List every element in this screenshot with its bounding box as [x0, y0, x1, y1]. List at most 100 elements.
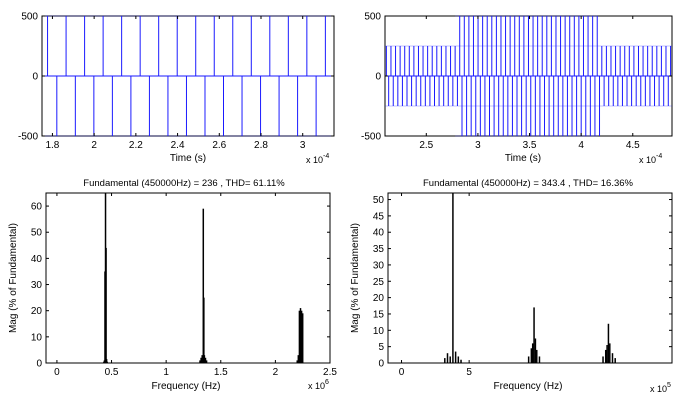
x-tick-label: 3 [475, 140, 481, 151]
x-tick-label: 1.8 [45, 140, 59, 151]
plot-area [45, 192, 331, 364]
spectrum-bar [106, 361, 108, 363]
y-tick-label: 20 [31, 306, 43, 317]
spectrum-bar [297, 355, 300, 363]
panel-bottom-left: Fundamental (450000Hz) = 236 , THD= 61.1… [8, 178, 337, 392]
panel-bottom-right: Fundamental (450000Hz) = 343.4 , THD= 16… [350, 178, 673, 394]
x-tick-label: 2.5 [419, 140, 433, 151]
x-tick-label: 2 [91, 140, 97, 151]
y-tick-label: 40 [373, 228, 385, 239]
spectrum-bar [536, 349, 538, 363]
spectrum-bar [533, 307, 535, 363]
y-tick-label: 30 [31, 280, 43, 291]
y-tick-label: 25 [373, 277, 385, 288]
spectrum-bar [444, 358, 446, 363]
x-tick-label: 2.2 [129, 140, 143, 151]
x-tick-label: 1.5 [214, 367, 228, 378]
spectrum-bar [609, 343, 611, 363]
spectrum-bar [460, 359, 462, 363]
y-tick-label: 10 [31, 332, 43, 343]
spectrum-bar [602, 356, 604, 363]
spectrum-bar [202, 208, 205, 363]
y-axis-label: Mag (% of Fundamental) [350, 223, 361, 333]
x-axis-label: Time (s) [170, 153, 206, 164]
y-tick-label: 15 [373, 309, 385, 320]
x-axis-label: Frequency (Hz) [152, 381, 221, 392]
y-tick-label: 500 [364, 12, 381, 23]
spectrum-bar [527, 356, 530, 363]
y-tick-label: 500 [21, 12, 38, 23]
x-tick-label: 0.5 [105, 367, 119, 378]
x-tick-label: 2.6 [212, 140, 226, 151]
spectrum-bar [296, 360, 298, 363]
chart-title: Fundamental (450000Hz) = 343.4 , THD= 16… [423, 178, 634, 189]
y-tick-label: 0 [375, 72, 381, 83]
plot-area [387, 192, 673, 364]
y-tick-label: -500 [18, 132, 38, 143]
x-axis-label: Frequency (Hz) [494, 381, 563, 392]
y-tick-label: 10 [373, 326, 385, 337]
spectrum-bar [201, 355, 203, 363]
x-tick-label: 0 [54, 367, 60, 378]
y-tick-label: 0 [378, 359, 384, 370]
spectrum-bar [604, 349, 607, 363]
y-tick-label: 50 [373, 195, 385, 206]
spectrum-bar [205, 360, 208, 363]
x-tick-label: 2 [273, 367, 279, 378]
x-tick-label: 2.5 [323, 367, 337, 378]
panel-top-left: 1.8 2 2.2 2.4 2.6 2.8 3 -500 0 500 Time (s) x 10-… [18, 12, 335, 165]
spectrum-bar [199, 360, 201, 363]
spectrum-bar [534, 338, 537, 363]
x-tick-label: 2.4 [171, 140, 185, 151]
x-multiplier: x 105 [650, 382, 671, 394]
y-tick-label: 40 [31, 254, 43, 265]
spectrum-bar [301, 313, 304, 363]
spectrum-bar [538, 356, 541, 363]
spectrum-bar [606, 345, 608, 363]
x-tick-label: 4 [578, 140, 584, 151]
y-tick-label: 60 [31, 202, 43, 213]
spectrum-bar [530, 348, 533, 363]
y-tick-label: -500 [361, 132, 381, 143]
axis-ticks: 0 0.5 1 1.5 2 2.5 0 10 20 30 40 50 60 [31, 193, 337, 378]
panel-top-right: 2.5 3 3.5 4 4.5 -500 0 500 Time (s) x 10-4 [361, 12, 673, 165]
x-tick-label: 1 [163, 367, 169, 378]
y-tick-label: 0 [32, 72, 38, 83]
spectrum-bars [444, 193, 616, 363]
spectrum-bar [203, 355, 206, 363]
chart-title: Fundamental (450000Hz) = 236 , THD= 61.1… [83, 178, 285, 189]
spectrum-bar [446, 353, 449, 363]
x-axis-label: Time (s) [505, 153, 541, 164]
y-tick-label: 30 [373, 260, 385, 271]
waveform-traces [385, 15, 672, 137]
axis-ticks: 1.8 2 2.2 2.4 2.6 2.8 3 -500 0 500 [18, 12, 334, 151]
x-tick-label: 3 [300, 140, 306, 151]
spectrum-bar [449, 356, 451, 363]
x-tick-label: 0 [399, 367, 405, 378]
y-tick-label: 50 [31, 228, 43, 239]
x-tick-label: 2.8 [254, 140, 268, 151]
spectrum-bar [200, 357, 202, 363]
spectrum-bar [452, 193, 454, 363]
spectrum-bar [457, 356, 460, 363]
spectrum-bar [298, 310, 301, 363]
spectrum-bar [611, 353, 614, 363]
spectrum-bar [531, 343, 534, 363]
y-tick-label: 45 [373, 211, 385, 222]
x-tick-label: 3.5 [523, 140, 537, 151]
y-axis-label: Mag (% of Fundamental) [8, 223, 19, 333]
y-tick-label: 20 [373, 293, 385, 304]
x-tick-label: 5 [466, 367, 472, 378]
spectrum-bar [105, 247, 107, 363]
spectrum-bar [105, 359, 108, 363]
spectrum-bar [204, 357, 207, 363]
spectrum-bar [454, 351, 457, 363]
x-multiplier: x 106 [308, 379, 329, 391]
axis-ticks: 2.5 3 3.5 4 4.5 -500 0 500 [361, 12, 672, 151]
waveform-traces [42, 15, 334, 137]
y-tick-label: 35 [373, 244, 385, 255]
spectrum-bar [614, 358, 616, 363]
y-tick-label: 5 [378, 342, 384, 353]
